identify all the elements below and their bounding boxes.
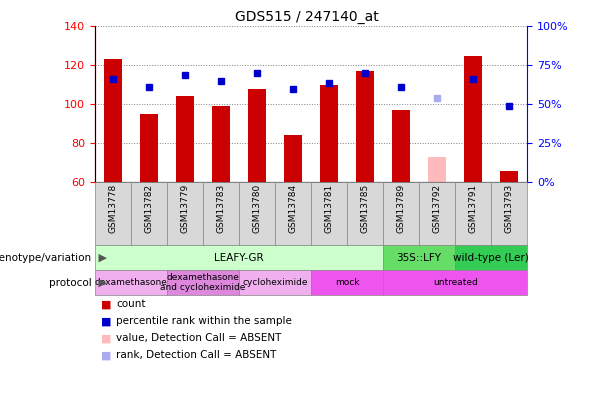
Bar xyxy=(248,89,266,182)
Text: count: count xyxy=(116,299,146,309)
Bar xyxy=(311,270,383,295)
Bar xyxy=(383,245,455,270)
Bar xyxy=(500,171,518,182)
Bar xyxy=(167,270,239,295)
Text: ■: ■ xyxy=(101,316,112,326)
Text: GSM13793: GSM13793 xyxy=(504,184,514,233)
Text: GSM13780: GSM13780 xyxy=(253,184,262,233)
Text: GSM13778: GSM13778 xyxy=(109,184,118,233)
Text: wild-type (Ler): wild-type (Ler) xyxy=(453,253,529,262)
Bar xyxy=(455,182,491,245)
Text: GDS515 / 247140_at: GDS515 / 247140_at xyxy=(235,10,378,24)
Bar xyxy=(284,135,302,182)
Text: ▶: ▶ xyxy=(95,278,107,288)
Bar xyxy=(491,182,527,245)
Text: GSM13782: GSM13782 xyxy=(145,184,153,233)
Bar xyxy=(320,85,338,182)
Text: GSM13783: GSM13783 xyxy=(216,184,226,233)
Bar xyxy=(203,182,239,245)
Text: cycloheximide: cycloheximide xyxy=(242,278,308,287)
Text: LEAFY-GR: LEAFY-GR xyxy=(215,253,264,262)
Bar xyxy=(239,182,275,245)
Text: ▶: ▶ xyxy=(95,253,107,262)
Text: 35S::LFY: 35S::LFY xyxy=(397,253,441,262)
Text: genotype/variation: genotype/variation xyxy=(0,253,92,262)
Bar xyxy=(275,182,311,245)
Bar xyxy=(347,182,383,245)
Text: ■: ■ xyxy=(101,299,112,309)
Bar xyxy=(176,96,194,182)
Text: ■: ■ xyxy=(101,333,112,343)
Text: GSM13792: GSM13792 xyxy=(433,184,441,233)
Text: GSM13791: GSM13791 xyxy=(469,184,478,233)
Bar xyxy=(383,182,419,245)
Bar xyxy=(311,182,347,245)
Text: percentile rank within the sample: percentile rank within the sample xyxy=(116,316,292,326)
Text: mock: mock xyxy=(335,278,359,287)
Text: GSM13789: GSM13789 xyxy=(397,184,406,233)
Bar xyxy=(383,270,527,295)
Text: rank, Detection Call = ABSENT: rank, Detection Call = ABSENT xyxy=(116,350,277,360)
Bar xyxy=(212,106,230,182)
Text: GSM13784: GSM13784 xyxy=(289,184,297,233)
Bar xyxy=(95,270,167,295)
Bar xyxy=(95,182,131,245)
Bar xyxy=(455,245,527,270)
Bar xyxy=(464,55,482,182)
Text: protocol: protocol xyxy=(49,278,92,288)
Text: dexamethasone
and cycloheximide: dexamethasone and cycloheximide xyxy=(161,273,246,292)
Bar xyxy=(239,270,311,295)
Bar xyxy=(95,245,383,270)
Bar xyxy=(356,71,374,182)
Bar xyxy=(419,182,455,245)
Text: ■: ■ xyxy=(101,350,112,360)
Text: untreated: untreated xyxy=(433,278,478,287)
Text: GSM13779: GSM13779 xyxy=(181,184,189,233)
Bar xyxy=(140,114,158,182)
Bar xyxy=(428,157,446,182)
Bar xyxy=(167,182,203,245)
Text: dexamethasone: dexamethasone xyxy=(94,278,167,287)
Bar xyxy=(104,60,122,182)
Text: GSM13785: GSM13785 xyxy=(360,184,370,233)
Text: value, Detection Call = ABSENT: value, Detection Call = ABSENT xyxy=(116,333,282,343)
Bar xyxy=(131,182,167,245)
Text: GSM13781: GSM13781 xyxy=(325,184,333,233)
Bar xyxy=(392,110,410,182)
